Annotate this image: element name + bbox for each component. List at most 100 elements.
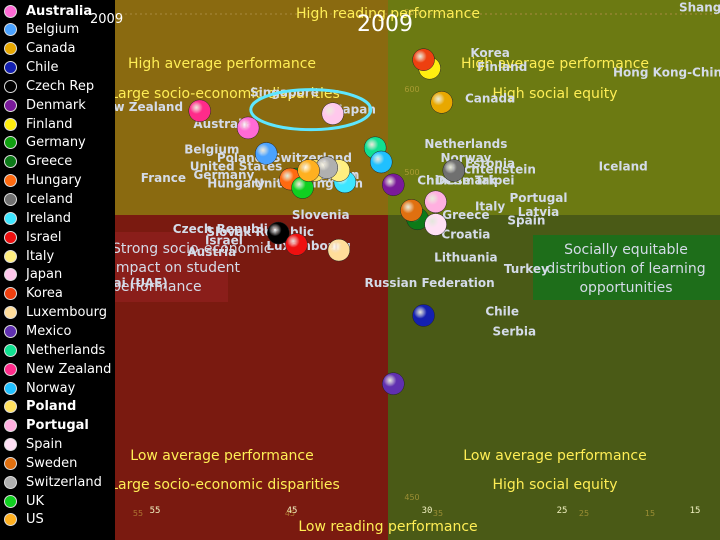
point-denmark [382, 173, 405, 196]
point-spain [424, 213, 447, 236]
disparity-highlight-box [110, 232, 228, 302]
bl-quadrant-label-2: Large socio-economic disparities [110, 477, 340, 493]
point-israel [285, 233, 308, 256]
legend-label: Spain [26, 437, 63, 453]
legend-item: Ireland [4, 209, 71, 227]
equity-highlight-box [533, 235, 720, 300]
legend-swatch [4, 268, 17, 282]
country-label: Lithuania [434, 250, 497, 264]
legend-label: Japan [26, 267, 63, 283]
legend-label: US [26, 512, 44, 528]
country-label: Slovenia [292, 208, 350, 222]
country-label: Spain [507, 214, 545, 228]
legend-label: Greece [26, 154, 73, 170]
x-tick-label: 25 [557, 506, 568, 516]
legend-item: Sweden [4, 454, 77, 472]
legend-item: UK [4, 492, 44, 510]
legend-item: Canada [4, 40, 75, 58]
country-label: Chinese Taipei [417, 174, 514, 188]
legend-label: Mexico [26, 323, 72, 339]
legend-swatch [4, 230, 17, 244]
legend-label: Ireland [26, 210, 71, 226]
country-label: Iceland [599, 160, 648, 174]
legend-label: Germany [26, 135, 86, 151]
country-label: Serbia [493, 324, 537, 338]
country-label: Greece [442, 208, 489, 222]
legend-swatch [4, 306, 17, 320]
bottom-quadrant-label: Low reading performance [298, 519, 477, 535]
country-label: Israel [205, 233, 243, 247]
legend-label: Poland [26, 399, 77, 415]
legend-label: Czech Rep [26, 78, 95, 94]
x-tick-label: 15 [690, 506, 701, 516]
legend-item: Chile [4, 59, 59, 77]
x-tick-label: 55 [150, 506, 161, 516]
country-label: Russian Federation [364, 276, 494, 290]
faded-tick-label: 55 [133, 509, 143, 518]
point-norway [369, 150, 393, 174]
legend-label: Italy [26, 248, 55, 264]
legend-item: US [4, 511, 44, 529]
bl-quadrant-label-1: Low average performance [130, 448, 313, 464]
legend-item: New Zealand [4, 360, 111, 378]
country-label: New Zealand [95, 100, 183, 114]
legend-swatch [4, 117, 17, 131]
legend-item: Poland [4, 398, 76, 416]
legend-swatch [4, 419, 17, 433]
legend-item: Switzerland [4, 473, 102, 491]
faded-tick-label: 35 [433, 509, 443, 518]
legend-label: Finland [26, 116, 73, 132]
legend-swatch [4, 249, 17, 263]
x-tick-label: 30 [422, 506, 433, 516]
legend-swatch [4, 381, 17, 395]
country-label: Japan [337, 103, 376, 117]
legend-label: Korea [26, 286, 63, 302]
legend-swatch [4, 343, 17, 357]
legend-label: Australia [26, 3, 93, 19]
faded-tick-label: 15 [645, 509, 655, 518]
tl-quadrant-label-1: High average performance [128, 56, 316, 72]
country-label: Hong Kong-China [613, 66, 720, 80]
tr-quadrant-label-1: High average performance [461, 56, 649, 72]
legend-label: Norway [26, 380, 76, 396]
tl-quadrant-label-2: Large socio-economic disparities [110, 86, 340, 102]
legend-label: New Zealand [26, 361, 112, 377]
legend-item: Germany [4, 134, 86, 152]
legend-label: Netherlands [26, 342, 106, 358]
legend-swatch [4, 400, 17, 414]
point-portugal [424, 190, 447, 214]
country-label: Italy [475, 199, 505, 213]
faded-tick-label: 600 [404, 85, 419, 94]
legend-swatch [4, 174, 17, 188]
br-quadrant-label-2: High social equity [492, 477, 617, 493]
country-label: Austria [187, 245, 236, 259]
country-label: Liechtenstein [444, 162, 536, 176]
legend-item: Spain [4, 436, 62, 454]
legend-label: Belgium [26, 22, 80, 38]
country-label: Chile [485, 304, 519, 318]
legend-swatch [4, 4, 17, 18]
quadrant-labels: High reading performance Low reading perf… [110, 6, 705, 535]
socially-equitable-label: Socially equitable distribution of learni… [546, 242, 705, 296]
legend-item: Norway [4, 379, 75, 397]
faded-tick-label: 500 [404, 168, 419, 177]
legend-item: Hungary [4, 172, 82, 190]
legend-swatch [4, 362, 17, 376]
legend-item: Australia [4, 2, 92, 20]
country-points [188, 48, 466, 395]
legend-item: Korea [4, 285, 63, 303]
legend-label: Switzerland [26, 474, 102, 490]
faded-tick-label: 450 [404, 493, 419, 502]
x-tick-label: 45 [287, 506, 298, 516]
legend-swatch [4, 324, 17, 338]
country-label: Shanghai-China [679, 0, 720, 14]
legend-item: Italy [4, 247, 54, 265]
legend-swatch [4, 61, 17, 75]
chart-title: 2009 [357, 12, 413, 37]
legend-swatch [4, 438, 17, 452]
legend-label: Iceland [26, 192, 74, 207]
br-quadrant-label-1: Low average performance [463, 448, 646, 464]
country-label: Croatia [441, 228, 490, 242]
